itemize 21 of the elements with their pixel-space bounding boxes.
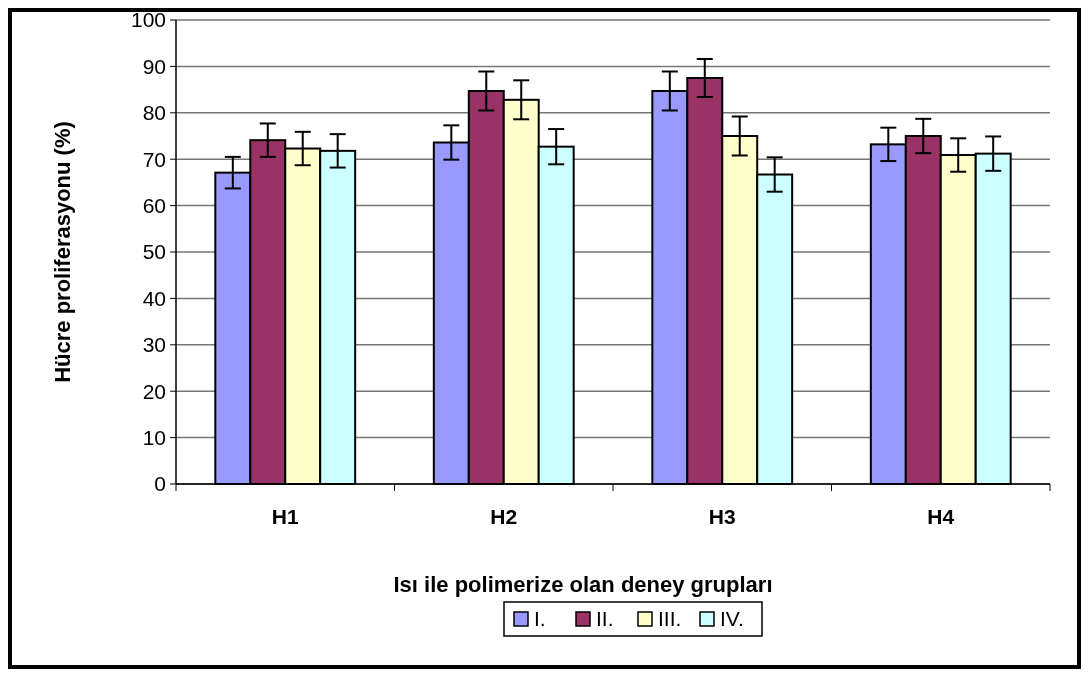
y-tick-label: 0: [154, 472, 166, 496]
legend-label: I.: [534, 607, 546, 631]
legend-label: III.: [658, 607, 682, 631]
x-axis-title: Isı ile polimerize olan deney grupları: [393, 572, 773, 597]
y-tick-label: 60: [142, 193, 166, 217]
y-tick-label: 10: [142, 425, 166, 449]
y-tick-label: 80: [142, 101, 166, 125]
legend-label: IV.: [720, 607, 744, 631]
y-tick-label: 70: [142, 147, 166, 171]
y-tick-label: 20: [142, 379, 166, 403]
x-tick-label: H4: [927, 505, 955, 528]
y-tick-label: 100: [130, 8, 166, 32]
y-tick-label: 30: [142, 333, 166, 357]
x-tick-label: H1: [271, 505, 299, 528]
y-axis-title: Hücre proliferasyonu (%): [50, 121, 75, 383]
x-tick-label: H2: [490, 505, 518, 528]
x-tick-label: H3: [708, 505, 736, 528]
y-tick-label: 50: [142, 240, 166, 264]
legend-label: II.: [596, 607, 614, 631]
y-tick-label: 40: [142, 286, 166, 310]
y-tick-label: 90: [142, 54, 166, 78]
